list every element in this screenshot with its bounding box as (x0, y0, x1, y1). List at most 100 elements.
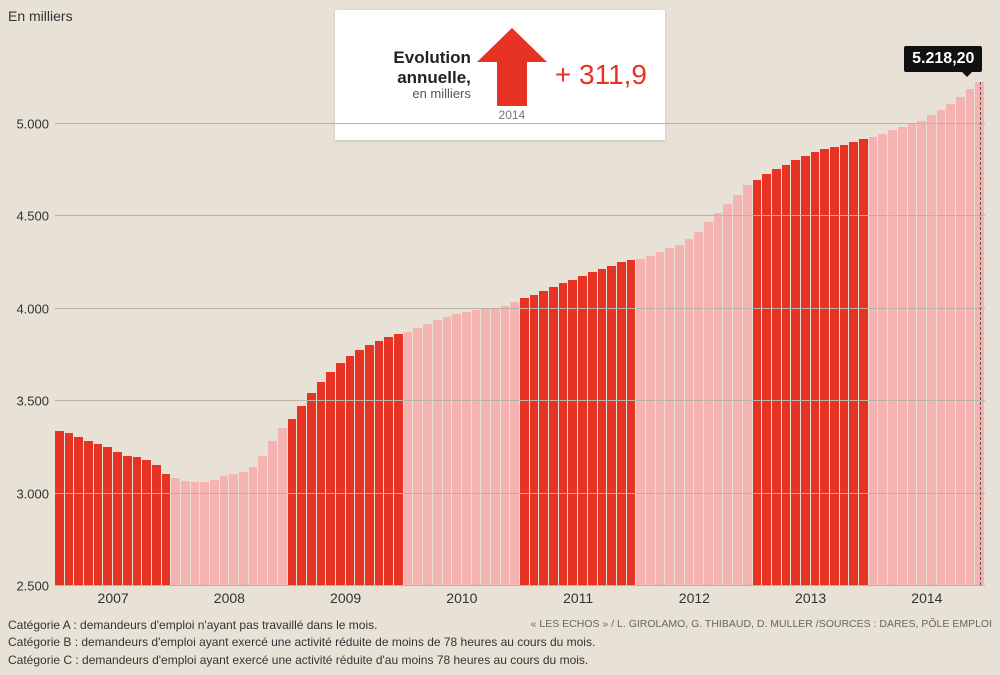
bar (491, 308, 501, 586)
bar (869, 137, 879, 585)
bar (443, 317, 453, 585)
bar (162, 474, 172, 585)
bar (365, 345, 375, 586)
bar (811, 152, 821, 585)
bar (191, 482, 201, 585)
bar (704, 222, 714, 585)
footer-line: Catégorie C : demandeurs d'emploi ayant … (8, 652, 992, 669)
bar (452, 314, 462, 585)
bar (966, 89, 976, 585)
gridline: 2.500 (55, 585, 985, 586)
bar (355, 350, 365, 585)
bar (123, 456, 133, 586)
bar (694, 232, 704, 585)
bar (288, 419, 298, 586)
bar (113, 452, 123, 585)
x-year-label: 2009 (330, 590, 361, 606)
gridline: 4.000 (55, 308, 985, 309)
bar (200, 482, 210, 585)
bar (510, 302, 520, 585)
bar (675, 245, 685, 585)
bar (152, 465, 162, 585)
bar (433, 320, 443, 585)
bar (723, 204, 733, 585)
bar (268, 441, 278, 585)
bar (413, 328, 423, 585)
bar (937, 110, 947, 585)
bar (762, 174, 772, 585)
bar (559, 283, 569, 585)
y-tick-label: 3.500 (16, 394, 49, 409)
source-credit: « LES ECHOS » / L. GIROLAMO, G. THIBAUD,… (531, 617, 992, 632)
x-year-label: 2014 (911, 590, 942, 606)
bar (791, 160, 801, 586)
bar (336, 363, 346, 585)
latest-value-marker (980, 82, 981, 585)
footer-line: Catégorie B : demandeurs d'emploi ayant … (8, 634, 992, 651)
bar (878, 134, 888, 585)
footer: « LES ECHOS » / L. GIROLAMO, G. THIBAUD,… (8, 617, 992, 669)
bar (782, 165, 792, 585)
bar (646, 256, 656, 585)
bar (278, 428, 288, 585)
bar (481, 308, 491, 585)
bar (258, 456, 268, 586)
bar (568, 280, 578, 585)
bar (627, 260, 637, 585)
bar (94, 444, 104, 585)
x-axis-labels: 20072008200920102011201220132014 (55, 590, 985, 610)
y-tick-label: 4.500 (16, 209, 49, 224)
bar (103, 447, 113, 585)
bar (733, 195, 743, 585)
bar (472, 310, 482, 585)
gridline: 4.500 (55, 215, 985, 216)
bar (74, 437, 84, 585)
bar (607, 266, 617, 585)
bar (849, 142, 859, 585)
bar (588, 272, 598, 585)
bar (772, 169, 782, 585)
bar (229, 474, 239, 585)
bar (423, 324, 433, 585)
x-year-label: 2007 (98, 590, 129, 606)
x-year-label: 2012 (679, 590, 710, 606)
bar (181, 481, 191, 585)
bar (394, 334, 404, 585)
bar (946, 104, 956, 585)
bar (801, 156, 811, 585)
x-year-label: 2013 (795, 590, 826, 606)
latest-value-badge: 5.218,20 (904, 46, 982, 72)
bar (917, 121, 927, 585)
bar (927, 115, 937, 585)
bar (743, 185, 753, 585)
bar (297, 406, 307, 585)
gridline: 3.500 (55, 400, 985, 401)
bar (133, 457, 143, 585)
bar (753, 180, 763, 585)
bar (859, 139, 869, 585)
bar (539, 291, 549, 585)
gridline: 5.000 (55, 123, 985, 124)
bar (656, 252, 666, 585)
bar (307, 393, 317, 585)
bar (84, 441, 94, 585)
bar (171, 478, 181, 585)
y-tick-label: 2.500 (16, 579, 49, 594)
bar (956, 97, 966, 585)
bar (520, 298, 530, 585)
bar (530, 295, 540, 585)
bar (317, 382, 327, 586)
bar (462, 312, 472, 585)
bar (501, 306, 511, 585)
bar (404, 332, 414, 585)
x-year-label: 2011 (563, 590, 593, 606)
y-axis-title: En milliers (8, 8, 73, 24)
bar (549, 287, 559, 585)
bar (239, 472, 249, 585)
x-year-label: 2010 (446, 590, 477, 606)
bar (384, 337, 394, 585)
bar (617, 262, 627, 585)
bar (346, 356, 356, 585)
bar (578, 276, 588, 585)
chart-area: 2.5003.0003.5004.0004.5005.000 (55, 30, 985, 585)
